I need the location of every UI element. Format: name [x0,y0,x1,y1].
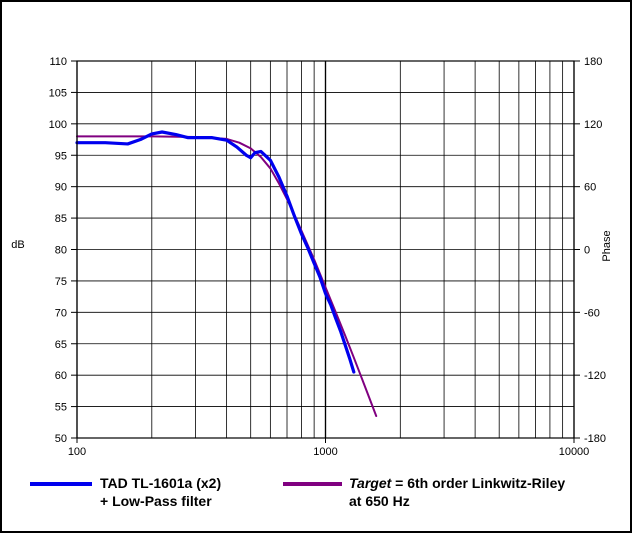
legend-label-tad-line1: TAD TL-1601a (x2) [100,475,221,491]
grid [76,60,575,439]
ytick-label-left-50: 50 [55,433,67,445]
legend-label-target-line2: at 650 Hz [349,493,410,509]
ytick-label-left-60: 60 [55,370,67,382]
legend-label-target-line1: Target = 6th order Linkwitz-Riley [349,475,565,491]
ytick-label-left-95: 95 [55,150,67,162]
ytick-label-right-60: 60 [584,182,596,194]
ytick-label-right-180: 180 [584,56,602,68]
xtick-label-1000: 1000 [313,446,337,458]
ytick-label-left-110: 110 [49,56,67,68]
series-line-tad-lowpass [75,130,356,374]
ytick-label-left-90: 90 [55,182,67,194]
y-axis-label-right: Phase [601,230,613,261]
tick-labels: 110 105 100 95 90 85 80 75 70 65 60 55 50 180 120 60 0 -6… [49,56,606,458]
ytick-label-right--60: -60 [584,307,600,319]
ytick-label-right--180: -180 [584,433,606,445]
ytick-label-left-85: 85 [55,213,67,225]
plot-border [76,60,575,439]
ytick-label-right--120: -120 [584,370,606,382]
legend-label-tad-line2: + Low-Pass filter [100,493,212,509]
legend-target-rest: = 6th order Linkwitz-Riley [391,475,565,491]
xtick-label-10000: 10000 [559,446,590,458]
legend-target-italic: Target [349,475,393,491]
ytick-label-right-0: 0 [584,245,590,257]
ytick-label-left-75: 75 [55,276,67,288]
ytick-label-left-70: 70 [55,307,67,319]
ytick-label-right-120: 120 [584,119,602,131]
y-axis-label-left: dB [11,239,24,251]
ytick-label-left-55: 55 [55,402,67,414]
ytick-label-left-100: 100 [49,119,67,131]
xtick-label-100: 100 [68,446,86,458]
ytick-label-left-105: 105 [49,87,67,99]
series-lines [75,130,378,418]
ytick-label-left-80: 80 [55,245,67,257]
ytick-label-left-65: 65 [55,339,67,351]
legend: TAD TL-1601a (x2) + Low-Pass filter Targ… [30,475,565,509]
